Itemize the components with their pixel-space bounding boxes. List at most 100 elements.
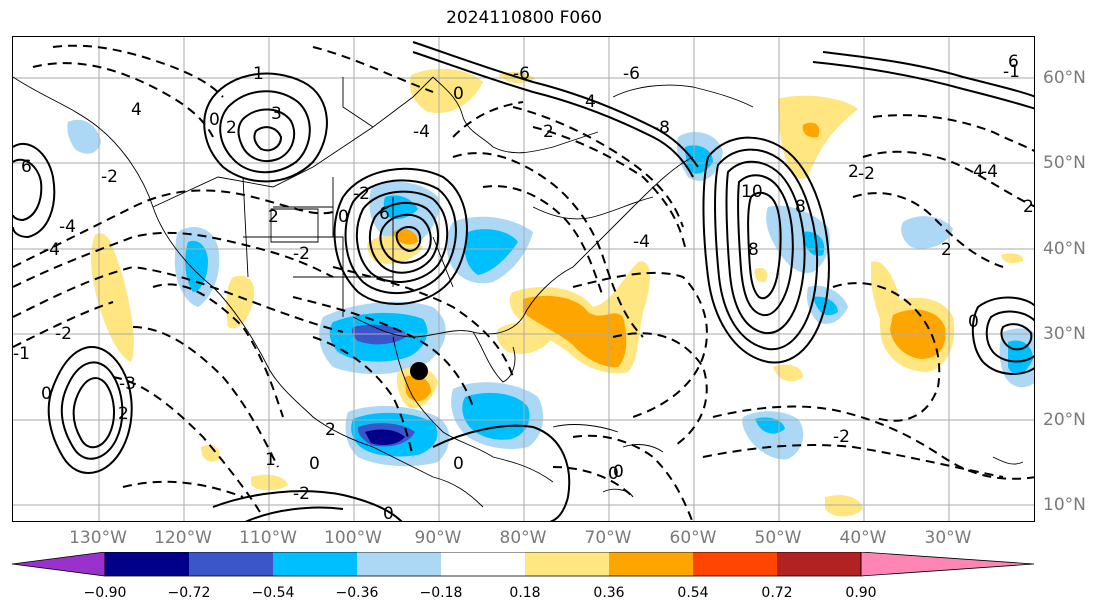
map-canvas: 1 3 2 4 6 0 -2 -4 2 0 -2 -4 -6 -8 6 4 2 …: [13, 37, 1034, 521]
contour-label: 0: [309, 454, 320, 474]
contour-solid: [13, 142, 56, 239]
contour-label: -6: [513, 64, 530, 84]
contour-label: -1: [13, 344, 30, 364]
contour-label: -2: [858, 164, 875, 184]
colorbar-tick: 0.36: [593, 585, 625, 601]
contour-dashed: [452, 152, 644, 338]
contour-solid: [203, 72, 328, 183]
contour-label: 2: [268, 207, 279, 227]
contour-dashed: [702, 444, 1004, 478]
contour-dashed: [332, 266, 514, 378]
contour-dashed: [572, 271, 708, 418]
colorbar-tick: −0.54: [251, 585, 295, 601]
contour-dashed: [312, 336, 414, 458]
contour-solid: [355, 190, 449, 283]
colorbar-tick: 0.54: [677, 585, 709, 601]
contour-label: -2: [101, 167, 118, 187]
contour-dashed: [132, 326, 279, 468]
contour-label: -4: [59, 217, 76, 237]
contour-label: 10: [741, 182, 763, 202]
contour-solid: [237, 108, 296, 162]
shade-cyan: [383, 195, 418, 220]
colorbar-overflow: [860, 552, 1035, 577]
contour-solid: [379, 213, 432, 264]
contour-labels: 1 3 2 4 6 0 -2 -4 2 0 -2 -4 -6 -8 6 4 2 …: [13, 52, 1034, 521]
contour-label: 0: [338, 207, 349, 227]
contour-label: 0: [41, 384, 52, 404]
shade-yellow: [773, 364, 803, 382]
lat-label: 60°N: [1043, 68, 1086, 88]
contour-label: 3: [271, 104, 282, 124]
contour-solid: [1000, 323, 1033, 351]
colorbar-tick: −0.72: [167, 585, 211, 601]
contour-solid: [13, 158, 43, 222]
contour-label: 2: [848, 162, 859, 182]
colorbar-bin: [777, 552, 861, 576]
contour-solid: [60, 361, 124, 460]
contour-label: -2: [293, 484, 310, 504]
lat-label: 10°N: [1043, 495, 1086, 515]
contour-solid: [47, 346, 133, 474]
contour-dashed: [13, 265, 344, 333]
contour-dashed: [482, 185, 604, 298]
contour-solid: [412, 41, 699, 168]
colorbar-bin: [189, 552, 273, 576]
contour-dashed: [452, 101, 524, 138]
contour-label: -1: [1003, 62, 1020, 82]
contour-solid: [344, 179, 457, 295]
shade-cyan: [464, 229, 518, 275]
contour-label: 8: [795, 197, 806, 217]
lon-label: 40°W: [839, 528, 887, 548]
shade-yellow: [825, 495, 863, 517]
contour-solid: [72, 377, 115, 449]
contour-label: -4: [981, 162, 998, 182]
shade-cyan: [185, 240, 208, 292]
contour-label: 6: [379, 204, 390, 224]
contour-dashed: [572, 434, 694, 521]
lon-label: 30°W: [924, 528, 972, 548]
contour-label: 1: [265, 450, 276, 470]
lon-label: 80°W: [499, 528, 547, 548]
lat-label: 20°N: [1043, 410, 1086, 430]
shade-yellow: [91, 233, 134, 362]
contour-solid: [822, 51, 1034, 98]
shade-yellow: [778, 95, 858, 179]
contour-dashed: [52, 44, 224, 98]
contour-label: 6: [21, 157, 32, 177]
contour-label: 0: [453, 84, 464, 104]
graticule: [13, 37, 1034, 521]
colorbar-bin: [693, 552, 777, 576]
shade-blue: [67, 119, 101, 154]
lon-label: 110°W: [239, 528, 297, 548]
contour-label: 2: [1023, 197, 1034, 217]
contour-dashed: [872, 114, 1034, 153]
colorbar-tick: −0.36: [335, 585, 379, 601]
contour-label: 0: [608, 464, 619, 484]
contour-solid: [737, 174, 794, 317]
lon-label: 100°W: [324, 528, 382, 548]
contour-solid: [253, 126, 283, 152]
contour-label: 0: [209, 110, 220, 130]
shade-yellow: [201, 445, 220, 462]
contour-dashed: [32, 62, 214, 138]
contour-solid: [395, 226, 422, 253]
contour-label: 1: [253, 64, 264, 84]
contour-solid: [333, 167, 468, 305]
map-title: 2024110800 F060: [446, 8, 602, 28]
colorbar-bin: [357, 552, 441, 576]
contour-label: -2: [833, 427, 850, 447]
contour-solid: [812, 61, 1034, 110]
contour-label: -3: [119, 374, 136, 394]
contour-solid: [219, 90, 311, 174]
contour-solid: [432, 424, 571, 521]
contour-label: 2: [325, 420, 336, 440]
contour-solid: [702, 136, 830, 364]
contour-dashed: [152, 283, 284, 418]
coastlines: [13, 76, 1024, 508]
contour-dashed: [13, 231, 334, 288]
colorbar-bin: [105, 552, 189, 576]
contour-dashed: [712, 405, 1034, 480]
shade-navy: [365, 429, 405, 445]
lat-label: 30°N: [1043, 324, 1086, 344]
map-panel: 1 3 2 4 6 0 -2 -4 2 0 -2 -4 -6 -8 6 4 2 …: [12, 36, 1035, 522]
